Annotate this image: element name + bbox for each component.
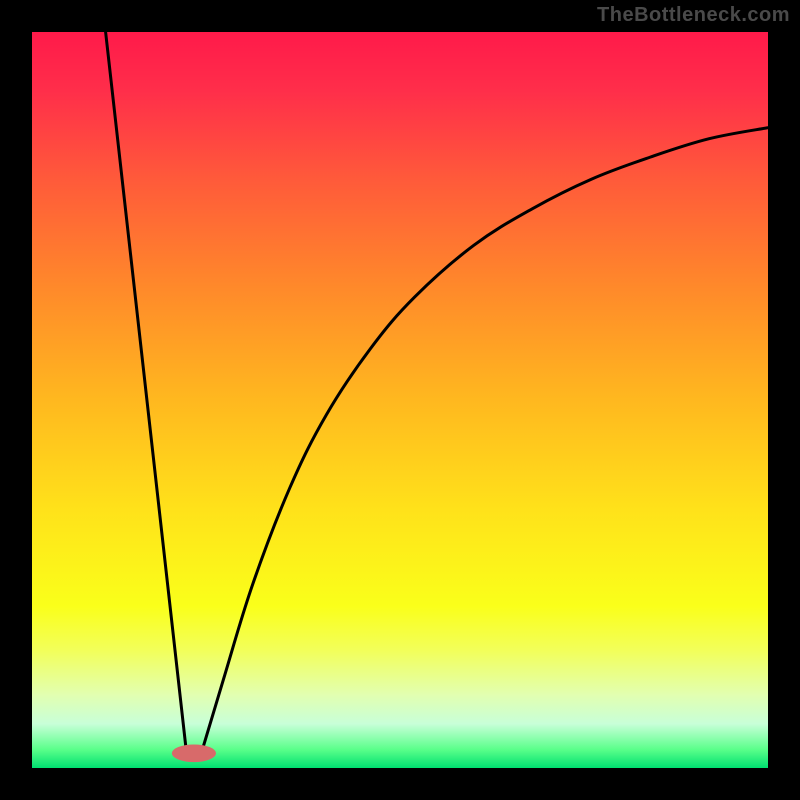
- chart-container: TheBottleneck.com: [0, 0, 800, 800]
- cusp-marker: [172, 744, 216, 762]
- bottleneck-chart: [0, 0, 800, 800]
- plot-area: [32, 32, 768, 768]
- watermark-text: TheBottleneck.com: [597, 4, 790, 27]
